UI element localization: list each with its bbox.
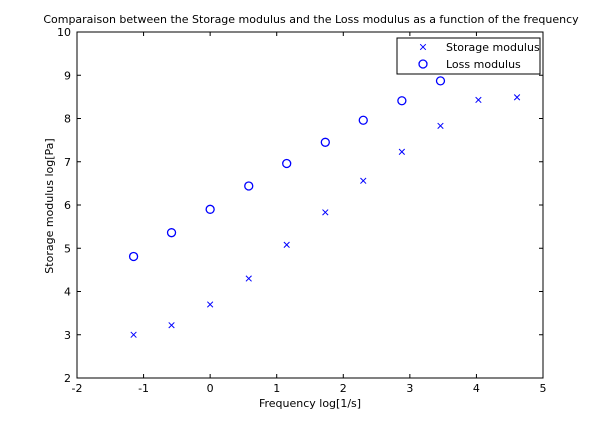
loss-modulus-point: [358, 115, 368, 125]
y-tick-label: 5: [64, 242, 71, 255]
y-tick-label: 9: [64, 69, 71, 82]
x-tick-label: 0: [207, 382, 214, 395]
y-axis-label: Storage modulus log[Pa]: [43, 138, 56, 273]
loss-modulus-point: [166, 228, 177, 238]
x-tick-label: 3: [406, 382, 413, 395]
chart-title: Comparaison between the Storage modulus …: [43, 13, 579, 26]
storage-modulus-point: [437, 122, 444, 130]
loss-modulus-point: [244, 181, 254, 191]
legend-symbol-loss-modulus: [418, 59, 428, 69]
storage-modulus-point: [206, 301, 214, 308]
legend-label-storage-modulus: Storage modulus: [446, 41, 540, 54]
y-tick-label: 4: [64, 286, 71, 299]
legend-marker-x: [419, 43, 427, 51]
y-tick-label: 3: [64, 329, 71, 342]
storage-modulus-point: [245, 275, 252, 282]
loss-modulus-point: [205, 204, 215, 214]
x-tick-label: 4: [473, 382, 480, 395]
storage-modulus-point: [130, 331, 137, 338]
loss-modulus-point: [128, 251, 139, 262]
x-tick-label: 2: [340, 382, 347, 395]
storage-modulus-point: [283, 241, 290, 248]
axis-ticks: -2 -1 0 1 2 3 4 5 2 3 4 5 6 7 8 9 10: [57, 26, 547, 395]
y-tick-label: 2: [64, 372, 71, 385]
storage-modulus-point: [513, 94, 521, 101]
y-tick-label: 7: [64, 156, 71, 169]
legend: Storage modulus Loss modulus: [396, 37, 541, 75]
storage-modulus-point: [398, 148, 406, 155]
loss-modulus-point: [320, 137, 330, 147]
x-tick-label: -1: [138, 382, 149, 395]
loss-modulus-point: [397, 96, 407, 106]
legend-symbol-storage-modulus: [419, 43, 427, 51]
storage-modulus-point: [322, 209, 329, 216]
storage-modulus-point: [475, 96, 482, 104]
x-axis-label: Frequency log[1/s]: [259, 397, 361, 410]
x-tick-label: 5: [540, 382, 547, 395]
legend-label-loss-modulus: Loss modulus: [446, 58, 521, 71]
data-marks: [128, 76, 521, 338]
x-tick-label: 1: [273, 382, 280, 395]
loss-modulus-point: [435, 76, 446, 86]
y-tick-label: 6: [64, 199, 71, 212]
plot-area: [76, 31, 544, 379]
legend-marker-o: [418, 59, 428, 69]
storage-modulus-point: [168, 322, 175, 329]
loss-modulus-point: [282, 158, 292, 169]
x-tick-label: -2: [72, 382, 83, 395]
storage-modulus-point: [360, 177, 367, 184]
y-tick-label: 8: [64, 113, 71, 126]
y-tick-label: 10: [57, 26, 71, 39]
